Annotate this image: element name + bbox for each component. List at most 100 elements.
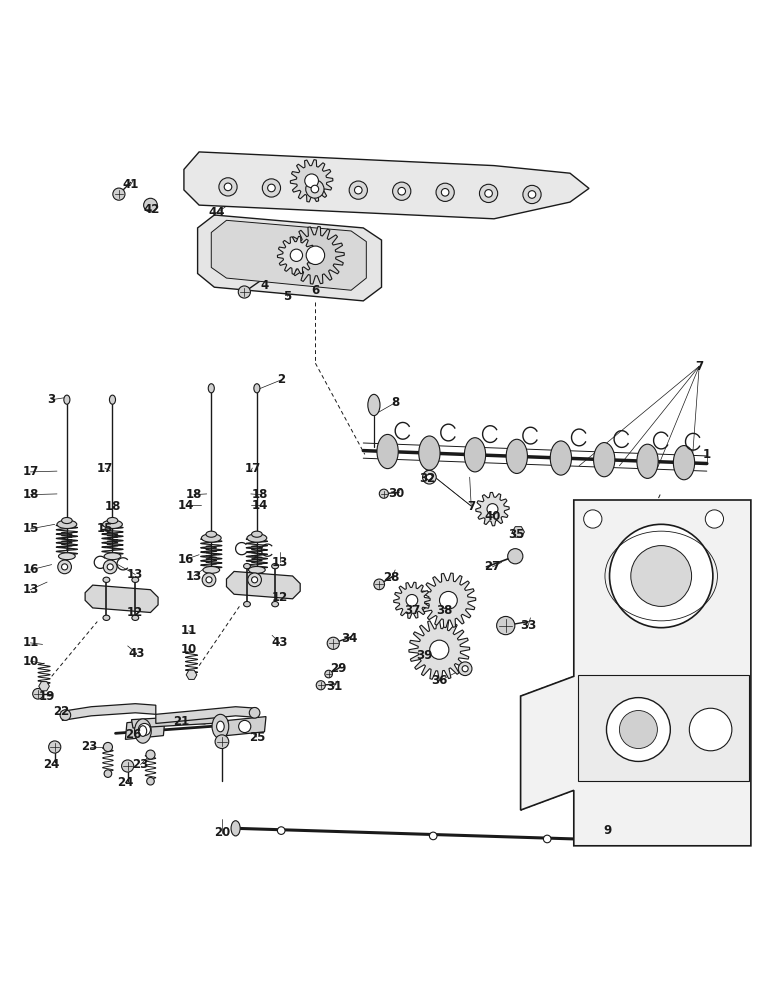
Text: 7: 7 [467,500,475,513]
Circle shape [426,474,432,480]
Ellipse shape [506,439,527,473]
Circle shape [374,579,385,590]
Circle shape [268,184,275,192]
Ellipse shape [464,438,486,472]
Text: 6: 6 [312,284,319,298]
Circle shape [262,179,280,197]
Circle shape [112,188,125,200]
Polygon shape [394,582,430,618]
Text: 42: 42 [144,203,160,216]
Ellipse shape [139,726,147,736]
Text: 28: 28 [383,571,400,584]
Circle shape [62,564,68,570]
Circle shape [33,688,43,699]
Text: 13: 13 [22,583,39,596]
Ellipse shape [103,577,110,582]
Polygon shape [198,215,382,301]
Circle shape [406,595,418,606]
Ellipse shape [135,719,151,743]
Ellipse shape [637,444,658,478]
Text: 24: 24 [117,776,134,789]
Circle shape [252,577,258,583]
Circle shape [349,181,367,199]
Text: 43: 43 [271,636,288,649]
Circle shape [122,760,134,772]
Circle shape [239,286,251,298]
Polygon shape [226,717,266,736]
Circle shape [619,711,657,749]
Ellipse shape [243,563,250,569]
Ellipse shape [243,601,250,607]
Text: 19: 19 [39,690,55,703]
Ellipse shape [107,517,118,524]
Ellipse shape [368,394,380,416]
Circle shape [206,577,212,583]
Ellipse shape [132,577,138,582]
Polygon shape [476,492,509,526]
Circle shape [306,246,325,265]
Circle shape [103,742,112,752]
Text: 22: 22 [52,705,69,718]
Text: 10: 10 [180,643,197,656]
Circle shape [354,186,362,194]
Circle shape [528,191,536,198]
Circle shape [543,835,551,843]
Polygon shape [512,527,524,537]
Text: 10: 10 [22,655,39,668]
Text: 5: 5 [283,290,291,303]
Text: 41: 41 [122,178,139,191]
Circle shape [103,560,117,574]
Ellipse shape [201,534,221,542]
Ellipse shape [62,517,72,524]
Circle shape [311,185,318,193]
Text: 25: 25 [249,731,265,744]
Text: 31: 31 [326,680,343,693]
Circle shape [584,510,602,528]
Text: 37: 37 [404,604,420,617]
Circle shape [60,710,71,720]
Circle shape [429,640,449,659]
Circle shape [436,183,454,201]
Text: 1: 1 [703,448,711,461]
Ellipse shape [272,601,278,607]
Ellipse shape [59,553,75,560]
Circle shape [107,564,113,570]
Circle shape [398,187,406,195]
Ellipse shape [64,395,70,404]
Ellipse shape [132,615,138,620]
Text: 24: 24 [43,758,60,771]
Text: 9: 9 [604,824,612,837]
Text: 13: 13 [271,556,288,569]
Text: 40: 40 [484,510,501,523]
Text: 14: 14 [178,499,195,512]
Polygon shape [290,160,333,202]
Ellipse shape [377,434,398,469]
Circle shape [606,698,670,761]
Text: 12: 12 [271,591,288,604]
Circle shape [316,681,325,690]
Circle shape [49,741,61,753]
Text: 18: 18 [252,488,268,501]
Circle shape [224,183,232,191]
Circle shape [277,827,285,834]
Text: 33: 33 [520,619,537,632]
Text: 21: 21 [173,715,189,728]
Circle shape [496,616,515,635]
Circle shape [439,591,458,609]
Text: 4: 4 [261,279,268,292]
Text: 12: 12 [127,606,144,619]
Ellipse shape [254,384,260,393]
Text: 13: 13 [127,568,144,581]
Text: 35: 35 [508,528,525,541]
Polygon shape [421,573,476,628]
Text: 23: 23 [132,758,149,771]
Polygon shape [156,707,257,723]
Circle shape [689,708,732,751]
Circle shape [631,546,692,606]
Text: 36: 36 [431,674,448,687]
Polygon shape [211,220,366,290]
Circle shape [458,662,472,676]
Ellipse shape [57,520,77,528]
Circle shape [462,666,468,672]
Circle shape [249,707,260,718]
